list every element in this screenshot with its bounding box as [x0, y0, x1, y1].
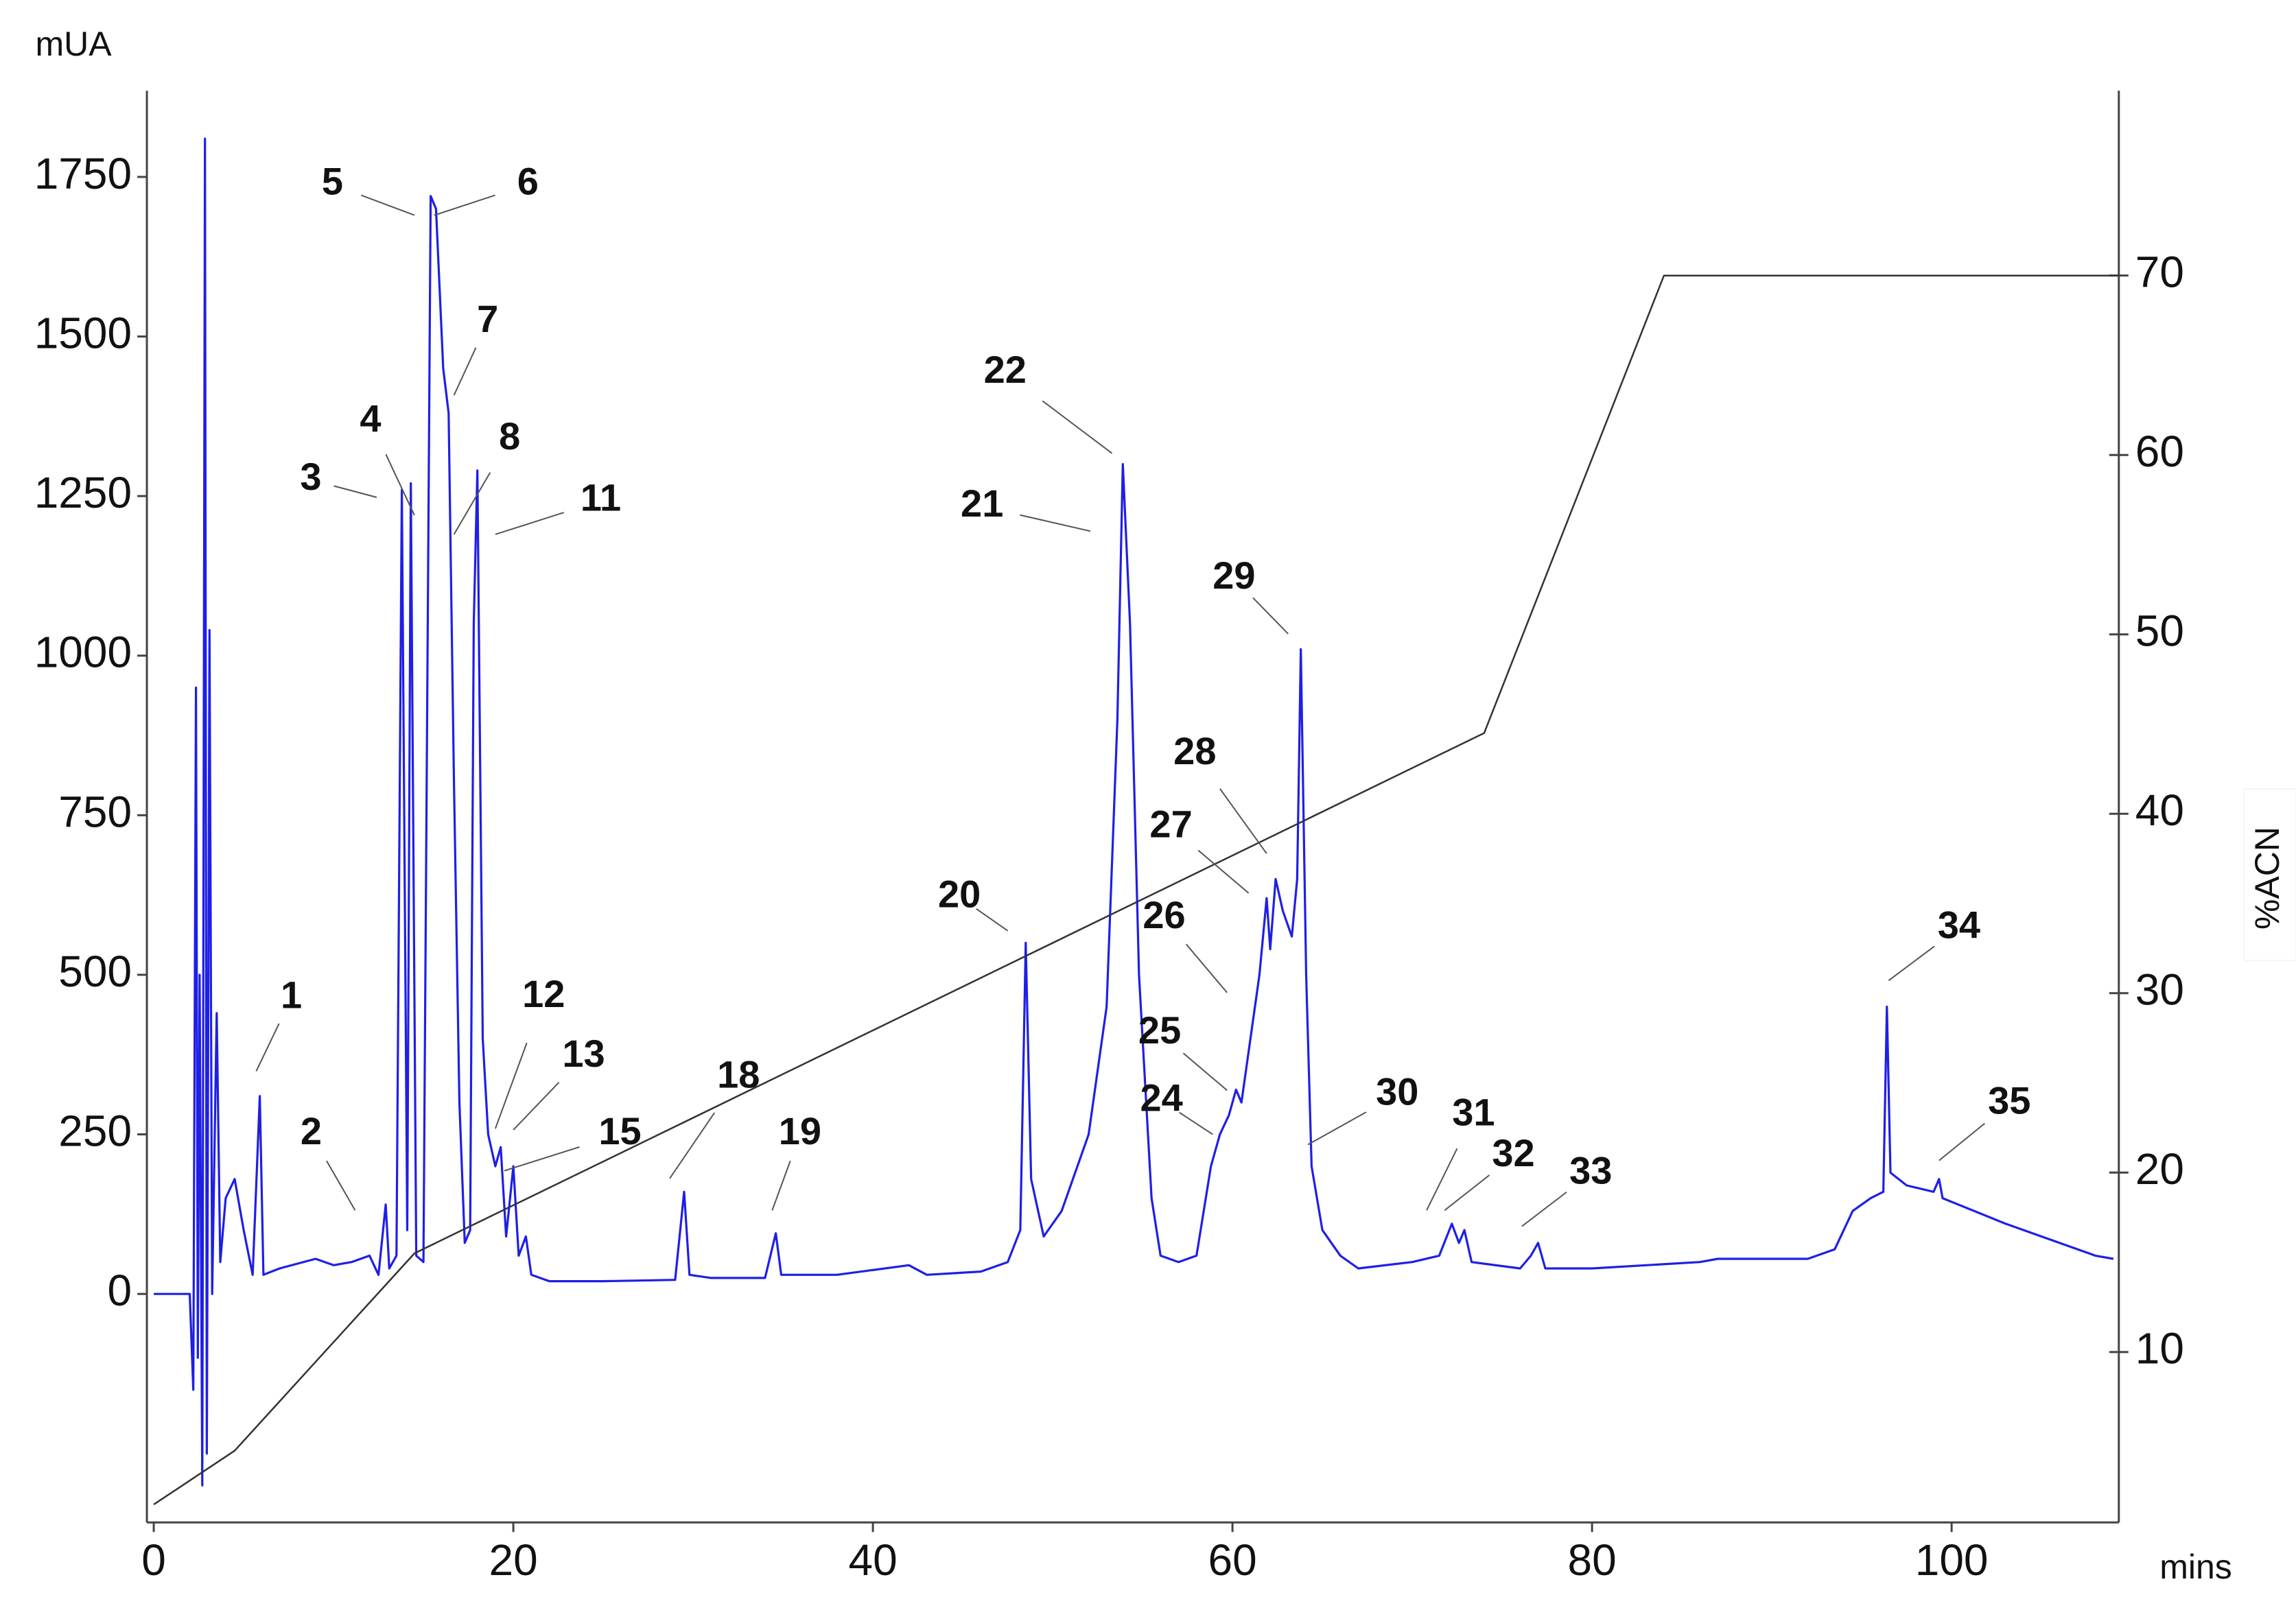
leader-line	[1888, 945, 1935, 982]
peak-label: 27	[1149, 803, 1192, 846]
peak-label: 8	[499, 414, 520, 458]
peak-label: 7	[477, 297, 498, 340]
peak-label: 24	[1140, 1076, 1182, 1119]
leader-line	[1252, 597, 1289, 635]
peak-label: 33	[1569, 1149, 1612, 1192]
leader-line	[1042, 400, 1113, 454]
peak-label: 31	[1452, 1090, 1495, 1133]
peak-label: 2	[301, 1109, 322, 1152]
y-tick-label: 0	[107, 1266, 132, 1315]
gradient-line	[153, 274, 2119, 1506]
leader-line	[255, 1023, 280, 1072]
x-tick-label: 60	[1208, 1535, 1257, 1585]
peak-label: 35	[1988, 1078, 2030, 1122]
y2-tick-label: 20	[2135, 1144, 2184, 1194]
leader-line	[1307, 1111, 1367, 1146]
peak-label: 34	[1938, 903, 1980, 946]
leader-line	[1179, 1111, 1213, 1135]
y-tick-label: 250	[58, 1106, 132, 1155]
leader-line	[1521, 1191, 1567, 1227]
leader-line	[333, 485, 377, 498]
leader-line	[494, 1043, 528, 1129]
y2-axis-title: %ACN	[2248, 827, 2286, 930]
peak-label: 1	[281, 973, 302, 1017]
y2-tick-label: 50	[2135, 606, 2184, 656]
peak-label: 13	[562, 1032, 605, 1075]
x-axis-title: mins	[2159, 1548, 2232, 1586]
peak-label: 6	[517, 160, 539, 203]
peak-label: 32	[1492, 1131, 1534, 1174]
leader-line	[504, 1146, 580, 1172]
leader-line	[385, 453, 415, 516]
x-tick-label: 40	[848, 1535, 897, 1585]
peak-label: 5	[322, 160, 343, 203]
y-tick-label: 500	[58, 947, 132, 996]
y-axis-title: mUA	[35, 25, 112, 63]
leader-line	[976, 908, 1009, 932]
leader-line	[1020, 514, 1091, 532]
leader-line	[453, 472, 491, 535]
leader-line	[360, 194, 415, 216]
peak-label: 20	[938, 872, 981, 915]
x-tick-label: 20	[489, 1535, 537, 1585]
peak-label: 22	[984, 348, 1027, 391]
y-tick-label: 750	[58, 787, 132, 836]
peak-label: 29	[1213, 554, 1255, 597]
y-tick-label: 1000	[34, 628, 132, 677]
leader-line	[771, 1160, 791, 1211]
leader-line	[1938, 1122, 1985, 1161]
leader-line	[1197, 849, 1250, 894]
peak-label: 18	[717, 1052, 760, 1096]
leader-line	[513, 1082, 560, 1131]
leader-line	[495, 512, 565, 535]
peak-label: 21	[961, 482, 1003, 525]
peak-label: 3	[300, 455, 321, 498]
y-tick-label: 1250	[34, 468, 132, 517]
peak-label: 28	[1173, 729, 1216, 772]
chromatogram-line	[154, 137, 2114, 1487]
x-tick-label: 0	[141, 1535, 166, 1585]
leader-line	[1426, 1148, 1458, 1211]
x-tick-label: 80	[1568, 1535, 1617, 1585]
y2-tick-label: 30	[2135, 965, 2184, 1015]
leader-line	[1182, 1052, 1228, 1091]
y-tick-label: 1500	[34, 308, 132, 357]
leader-line	[669, 1112, 716, 1179]
x-tick-label: 100	[1915, 1535, 1989, 1585]
leader-line	[326, 1160, 356, 1211]
leader-line	[1219, 788, 1267, 854]
y2-tick-label: 10	[2135, 1324, 2184, 1373]
peak-label: 11	[581, 476, 621, 519]
leader-line	[434, 194, 495, 216]
peak-label: 26	[1143, 893, 1185, 936]
leader-line	[1444, 1174, 1490, 1211]
y2-tick-label: 60	[2135, 427, 2184, 476]
y2-tick-label: 40	[2135, 785, 2184, 835]
peak-label: 30	[1376, 1070, 1418, 1113]
peak-label: 4	[360, 397, 381, 440]
leader-line	[1185, 943, 1228, 993]
peak-label: 19	[779, 1109, 821, 1152]
peak-label: 15	[598, 1109, 641, 1152]
peak-label: 25	[1138, 1008, 1181, 1052]
leader-line	[453, 347, 477, 396]
y-tick-label: 1750	[34, 149, 132, 198]
peak-label: 12	[522, 972, 565, 1015]
y2-title-box	[2243, 788, 2296, 961]
y2-tick-label: 70	[2135, 248, 2184, 297]
